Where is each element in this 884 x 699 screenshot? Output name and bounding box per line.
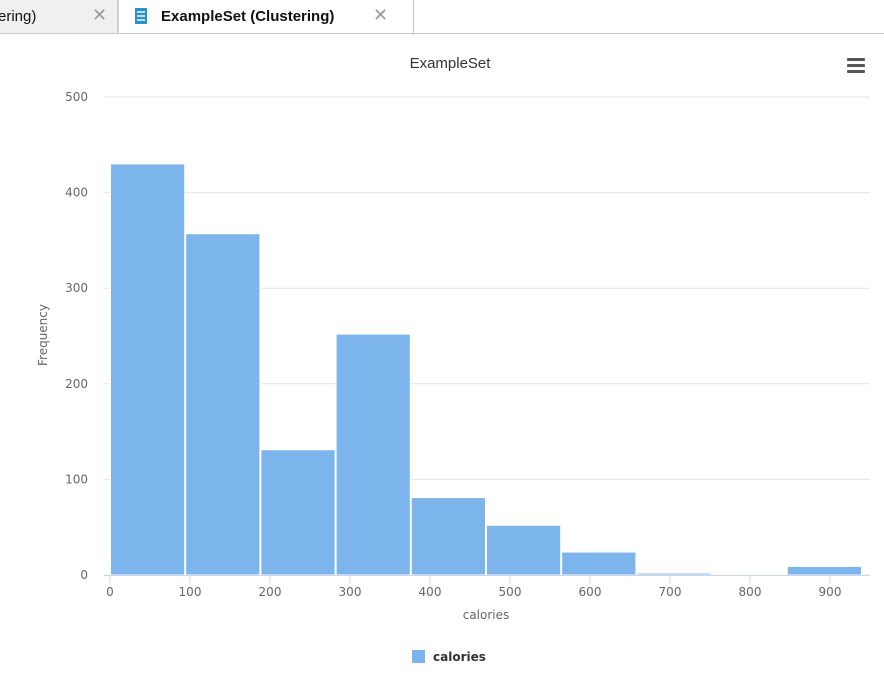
x-axis-label: calories [463,608,510,622]
legend[interactable]: calories [412,650,486,664]
tab-bar: ering) ✕ ExampleSet (Clustering) ✕ [0,0,884,34]
histogram-bar[interactable] [486,524,562,576]
y-axis-ticks: 0 100 200 300 400 500 [65,90,88,582]
x-tick-label: 200 [259,585,282,599]
close-icon[interactable]: ✕ [373,5,389,26]
tab-previous[interactable]: ering) ✕ [0,0,118,34]
y-tick-label: 300 [65,281,88,295]
chart-title: ExampleSet [410,55,492,72]
x-tick-label: 400 [419,585,442,599]
histogram-bar[interactable] [110,163,186,576]
histogram-bar[interactable] [185,233,261,576]
legend-label: calories [433,650,486,664]
y-tick-label: 500 [65,90,88,104]
hamburger-menu-icon[interactable] [846,58,866,76]
x-tick-label: 800 [739,585,762,599]
histogram-bar[interactable] [260,449,336,576]
histogram-bar[interactable] [636,572,712,576]
x-tick-label: 900 [819,585,842,599]
x-tick-label: 100 [179,585,202,599]
tab-previous-label: ering) [0,8,37,25]
x-tick-label: 0 [106,585,114,599]
document-table-icon [135,8,147,24]
tab-active-label: ExampleSet (Clustering) [161,8,335,25]
bars [104,163,870,576]
x-tick-label: 500 [499,585,522,599]
histogram-bar[interactable] [786,565,862,576]
histogram-bar[interactable] [335,333,411,576]
y-axis-label: Frequency [36,304,50,366]
y-tick-label: 400 [65,186,88,200]
x-tick-label: 700 [659,585,682,599]
x-tick-label: 300 [339,585,362,599]
legend-swatch [412,650,425,663]
close-icon[interactable]: ✕ [92,5,108,26]
tab-bar-divider [0,33,884,34]
y-tick-label: 0 [80,568,88,582]
histogram-bar[interactable] [561,551,637,576]
x-tick-label: 600 [579,585,602,599]
histogram-bar[interactable] [410,497,486,576]
y-tick-label: 200 [65,377,88,391]
y-tick-label: 100 [65,472,88,486]
x-axis-ticks: 0 100 200 300 400 500 600 700 800 900 [106,575,841,599]
histogram-bar[interactable] [711,573,787,576]
tab-exampleset-clustering[interactable]: ExampleSet (Clustering) ✕ [118,0,414,34]
